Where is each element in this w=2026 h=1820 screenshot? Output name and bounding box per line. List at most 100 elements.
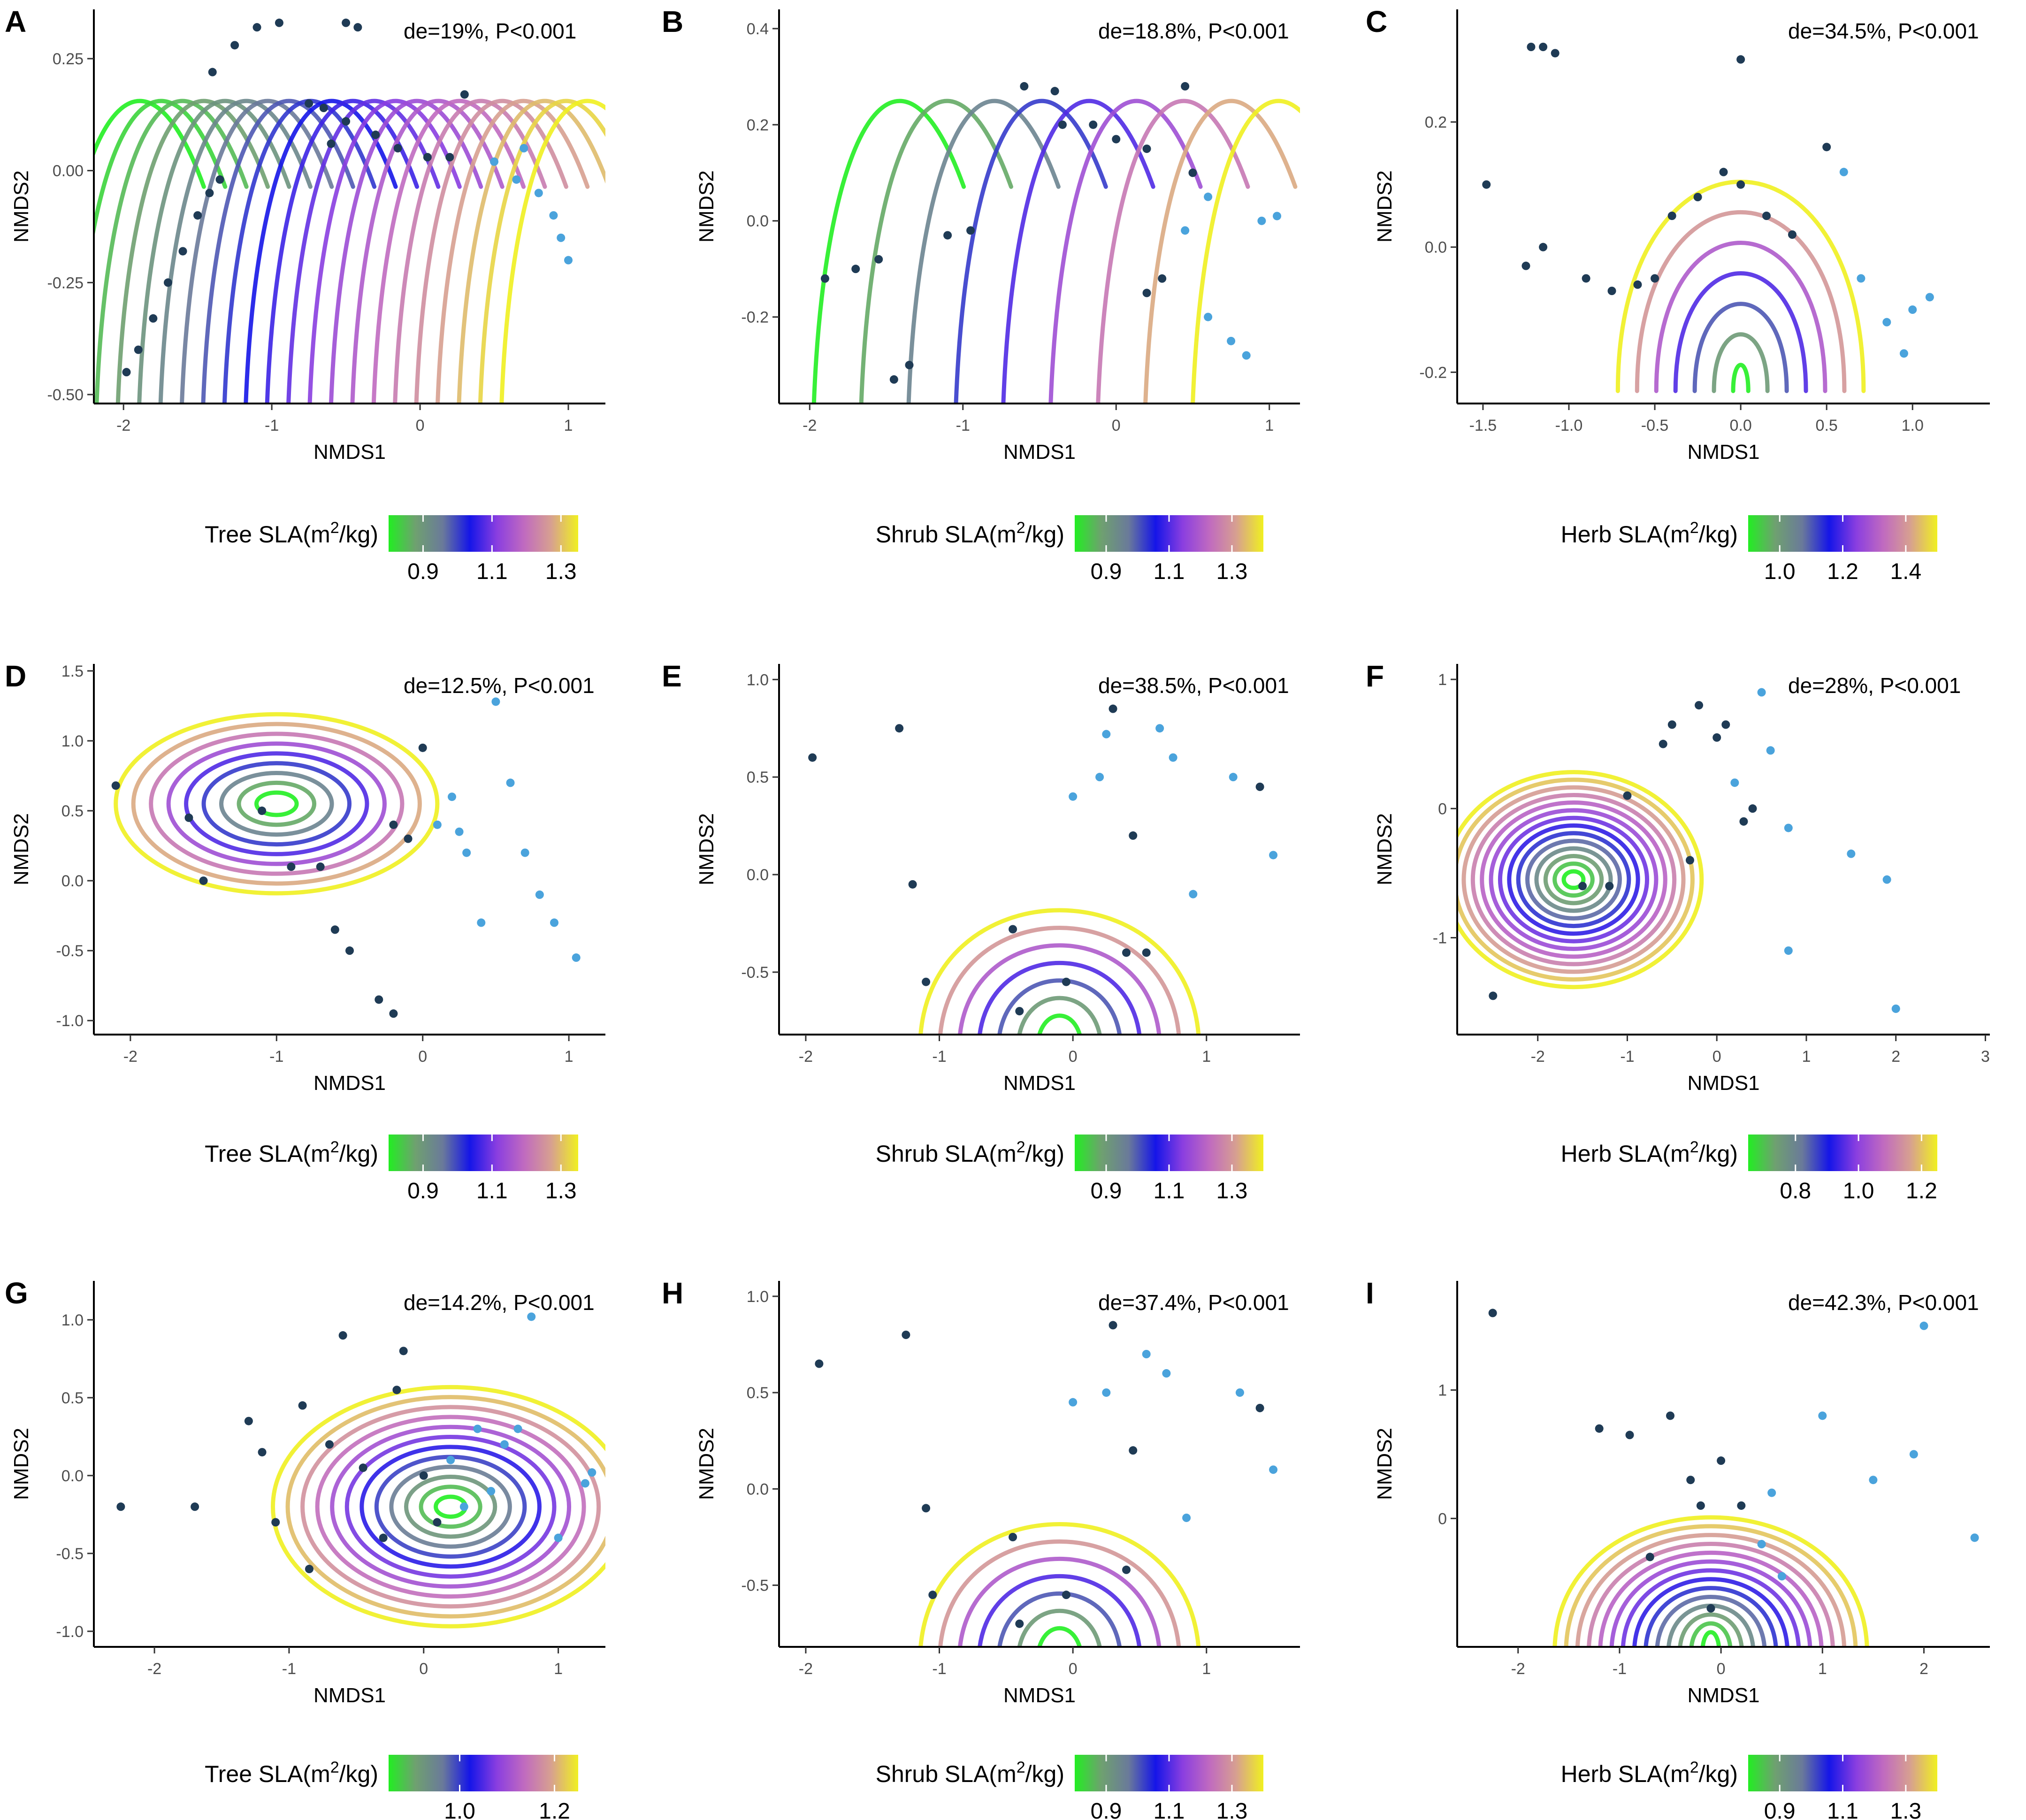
data-point	[359, 1463, 367, 1472]
data-point	[1188, 168, 1197, 177]
data-point	[1607, 287, 1616, 295]
contour-line	[1575, 1533, 1846, 1647]
contour-line	[978, 961, 1142, 1035]
data-point	[111, 781, 120, 790]
x-axis-label: NMDS1	[1003, 1072, 1076, 1095]
contour-line	[1561, 869, 1586, 890]
contour-line	[330, 1424, 572, 1589]
data-point	[1693, 193, 1702, 201]
data-point	[1242, 351, 1251, 360]
data-point	[1539, 243, 1548, 251]
data-point	[1695, 701, 1704, 710]
legend-title-main: Herb SLA(m	[1561, 521, 1690, 548]
legend-title-main: Shrub SLA(m	[876, 1141, 1017, 1167]
contour-line	[1598, 1551, 1824, 1647]
contour-line	[859, 99, 1013, 404]
contour-lines	[94, 99, 605, 404]
contour-line	[1712, 332, 1770, 393]
data-point	[1645, 1553, 1654, 1561]
colorbar-tick-label: 1.0	[1764, 559, 1796, 584]
x-tick-label: 1	[564, 417, 573, 434]
stat-annotation: de=19%, P<0.001	[404, 19, 576, 43]
contour-line	[131, 722, 422, 886]
y-tick-label: 0.4	[747, 20, 769, 38]
x-tick-label: -1	[1620, 1048, 1634, 1066]
legend-title: Herb SLA(m2/kg)	[1561, 1138, 1738, 1167]
data-point	[1142, 145, 1151, 153]
panel-label: F	[1366, 659, 1384, 693]
x-tick-label: 3	[1981, 1048, 1990, 1066]
colorbar	[1748, 1135, 1937, 1171]
contour-line	[419, 1485, 482, 1529]
x-tick-label: 0	[1069, 1048, 1078, 1066]
data-point	[319, 104, 328, 112]
data-point	[1582, 274, 1590, 283]
data-point	[1685, 856, 1694, 865]
data-point	[1102, 1388, 1111, 1397]
data-point	[1818, 1411, 1827, 1420]
data-point	[1839, 168, 1848, 176]
colorbar-tick-label: 1.0	[444, 1799, 475, 1820]
data-point	[389, 1009, 398, 1018]
y-tick-label: 0.0	[747, 213, 769, 230]
data-point	[1767, 1488, 1776, 1497]
legend-title-sup: 2	[1690, 519, 1699, 537]
x-tick-label: -2	[1531, 1048, 1545, 1066]
contour-line	[1017, 1608, 1102, 1647]
colorbar-tick-label: 0.9	[407, 1179, 439, 1203]
legend-title-main: Tree SLA(m	[205, 1141, 330, 1167]
data-points	[808, 704, 1278, 1016]
legend-title-sup: 2	[1017, 1138, 1025, 1156]
colorbar-tick-label: 1.1	[476, 1179, 508, 1203]
data-point	[252, 23, 261, 32]
contour-line	[158, 99, 313, 404]
data-point	[1255, 782, 1264, 791]
y-tick-label: 0	[1438, 1510, 1447, 1528]
data-point	[1069, 1398, 1078, 1407]
y-tick-label: -0.2	[1419, 364, 1447, 381]
data-point	[1169, 753, 1177, 762]
contour-line	[1516, 831, 1631, 929]
contour-line	[499, 99, 605, 404]
y-tick-label: 0.2	[1425, 114, 1447, 131]
contour-line	[997, 978, 1122, 1035]
y-tick-label: 1	[1438, 1382, 1447, 1400]
data-point	[1623, 791, 1632, 800]
panel-label: C	[1366, 5, 1387, 38]
y-tick-label: 1.0	[61, 1311, 84, 1329]
data-point	[1142, 948, 1151, 957]
x-tick-label: -1.5	[1469, 417, 1497, 434]
data-point	[1595, 1424, 1604, 1433]
y-tick-label: 0	[1438, 800, 1447, 818]
data-point	[345, 946, 354, 955]
data-points	[111, 697, 581, 1018]
x-tick-label: 1	[1265, 417, 1274, 434]
data-point	[1158, 274, 1167, 283]
contour-line	[1001, 99, 1155, 404]
contour-line	[1457, 769, 1704, 990]
legend-title-end: /kg)	[1699, 1761, 1738, 1787]
data-point	[1882, 318, 1891, 327]
data-point	[564, 256, 573, 265]
legend-title-sup: 2	[1017, 1759, 1025, 1776]
contour-line	[265, 99, 419, 404]
y-tick-label: 1.0	[747, 1288, 769, 1306]
x-tick-label: -2	[147, 1660, 161, 1678]
data-point	[1229, 773, 1238, 782]
y-tick-label: 0.5	[747, 769, 769, 786]
data-point	[1788, 230, 1797, 239]
data-point	[149, 314, 158, 323]
data-point	[527, 1312, 536, 1321]
data-point	[215, 175, 224, 184]
contour-line	[201, 761, 352, 847]
contour-line	[393, 99, 547, 404]
data-point	[1050, 87, 1059, 96]
contour-lines	[918, 1522, 1201, 1647]
panel-label: D	[5, 659, 26, 693]
data-point	[506, 778, 515, 787]
legend-title-sup: 2	[330, 1759, 339, 1776]
data-point	[1736, 180, 1745, 189]
panel-g: -2 -1 0 1 -1.0 -0.5 0.0 0.5 1.0 NMDS1 NMDS2 G de=14.…	[5, 1276, 605, 1820]
y-tick-label: -1.0	[56, 1623, 84, 1641]
legend-title: Tree SLA(m2/kg)	[205, 1759, 378, 1787]
